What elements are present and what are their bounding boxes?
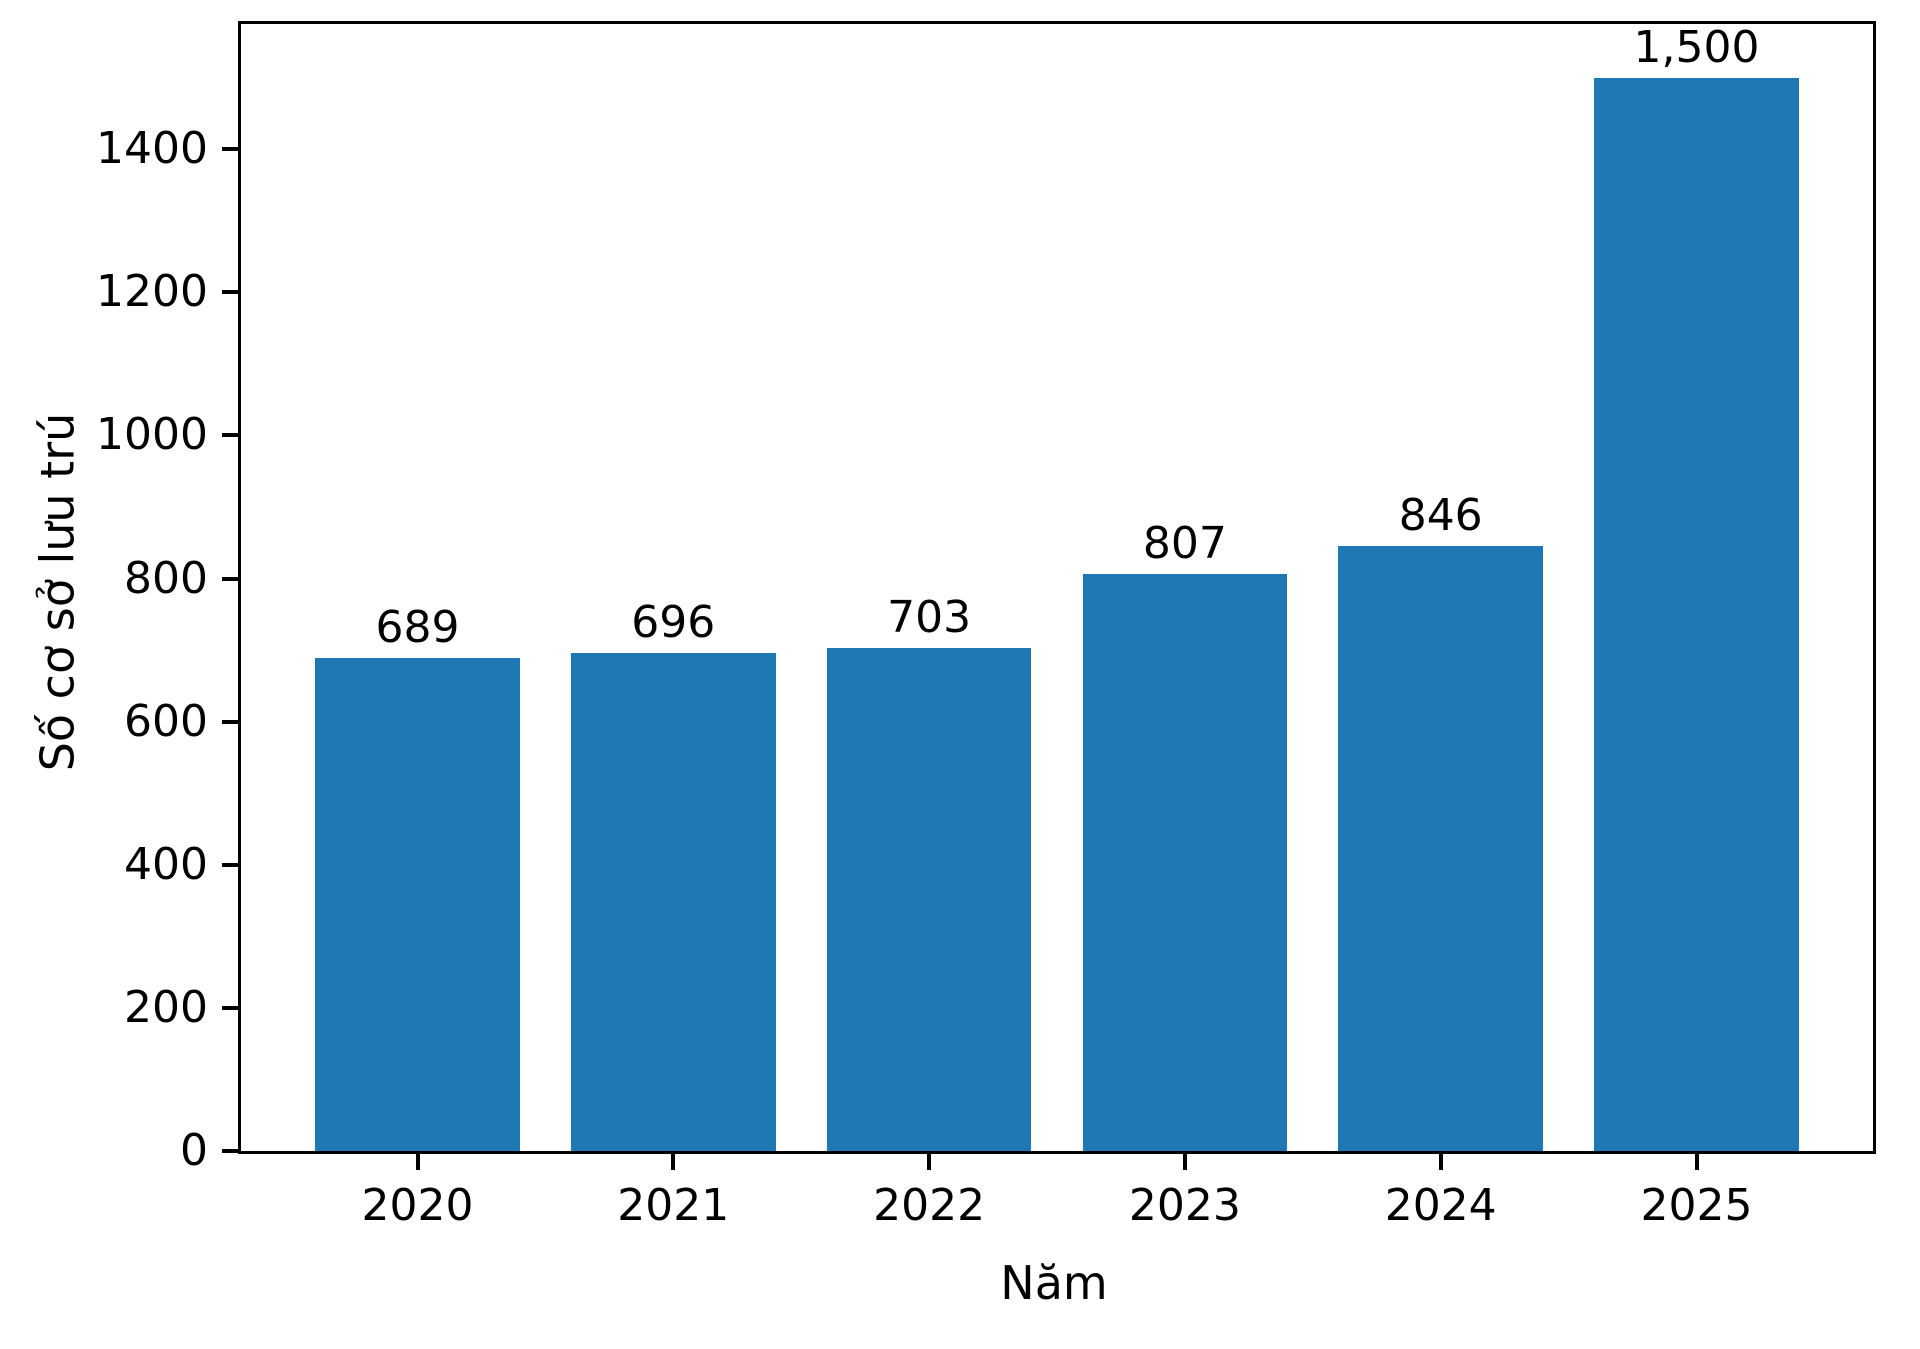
bar-2022 [826, 648, 1032, 1151]
y-tick-label: 200 [124, 981, 208, 1033]
y-tick-label: 800 [124, 552, 208, 604]
x-tick-mark [1694, 1154, 1699, 1170]
y-tick-mark [222, 290, 238, 295]
y-tick-mark [222, 433, 238, 438]
y-tick-mark [222, 147, 238, 152]
x-axis-label: Năm [1000, 1256, 1108, 1310]
x-tick-label: 2024 [1384, 1180, 1497, 1231]
x-tick-label: 2025 [1640, 1180, 1753, 1231]
y-tick-label: 600 [124, 695, 208, 747]
y-tick-label: 1200 [96, 266, 208, 318]
y-tick-label: 0 [180, 1125, 208, 1176]
bar-2025 [1594, 77, 1799, 1151]
bar-value-label: 1,500 [1633, 21, 1760, 73]
bar-value-label: 696 [631, 597, 716, 648]
x-tick-label: 2023 [1128, 1180, 1241, 1231]
bar-value-label: 703 [887, 592, 972, 643]
x-tick-mark [1182, 1154, 1187, 1170]
plot-area: 689 696 703 807 846 1,500 [238, 21, 1876, 1154]
bar-value-label: 846 [1398, 489, 1483, 541]
y-tick-mark [222, 719, 238, 724]
bar-2024 [1338, 545, 1543, 1151]
bar-2023 [1082, 573, 1288, 1151]
y-tick-label: 1000 [96, 409, 208, 461]
x-tick-mark [1438, 1154, 1443, 1170]
x-tick-mark [927, 1154, 932, 1170]
x-tick-label: 2021 [617, 1180, 730, 1231]
bar-2021 [571, 653, 776, 1151]
y-tick-label: 1400 [96, 123, 208, 175]
x-tick-label: 2020 [361, 1180, 474, 1231]
bar-value-label: 807 [1142, 517, 1227, 569]
y-tick-mark [222, 862, 238, 867]
y-tick-label: 400 [124, 838, 208, 890]
y-tick-mark [222, 1005, 238, 1010]
y-tick-mark [222, 1149, 238, 1153]
x-tick-mark [671, 1154, 676, 1170]
x-tick-label: 2022 [873, 1180, 986, 1231]
x-tick-mark [415, 1154, 420, 1170]
bar-2020 [315, 658, 520, 1151]
y-tick-mark [222, 576, 238, 581]
bar-value-label: 689 [375, 602, 460, 653]
